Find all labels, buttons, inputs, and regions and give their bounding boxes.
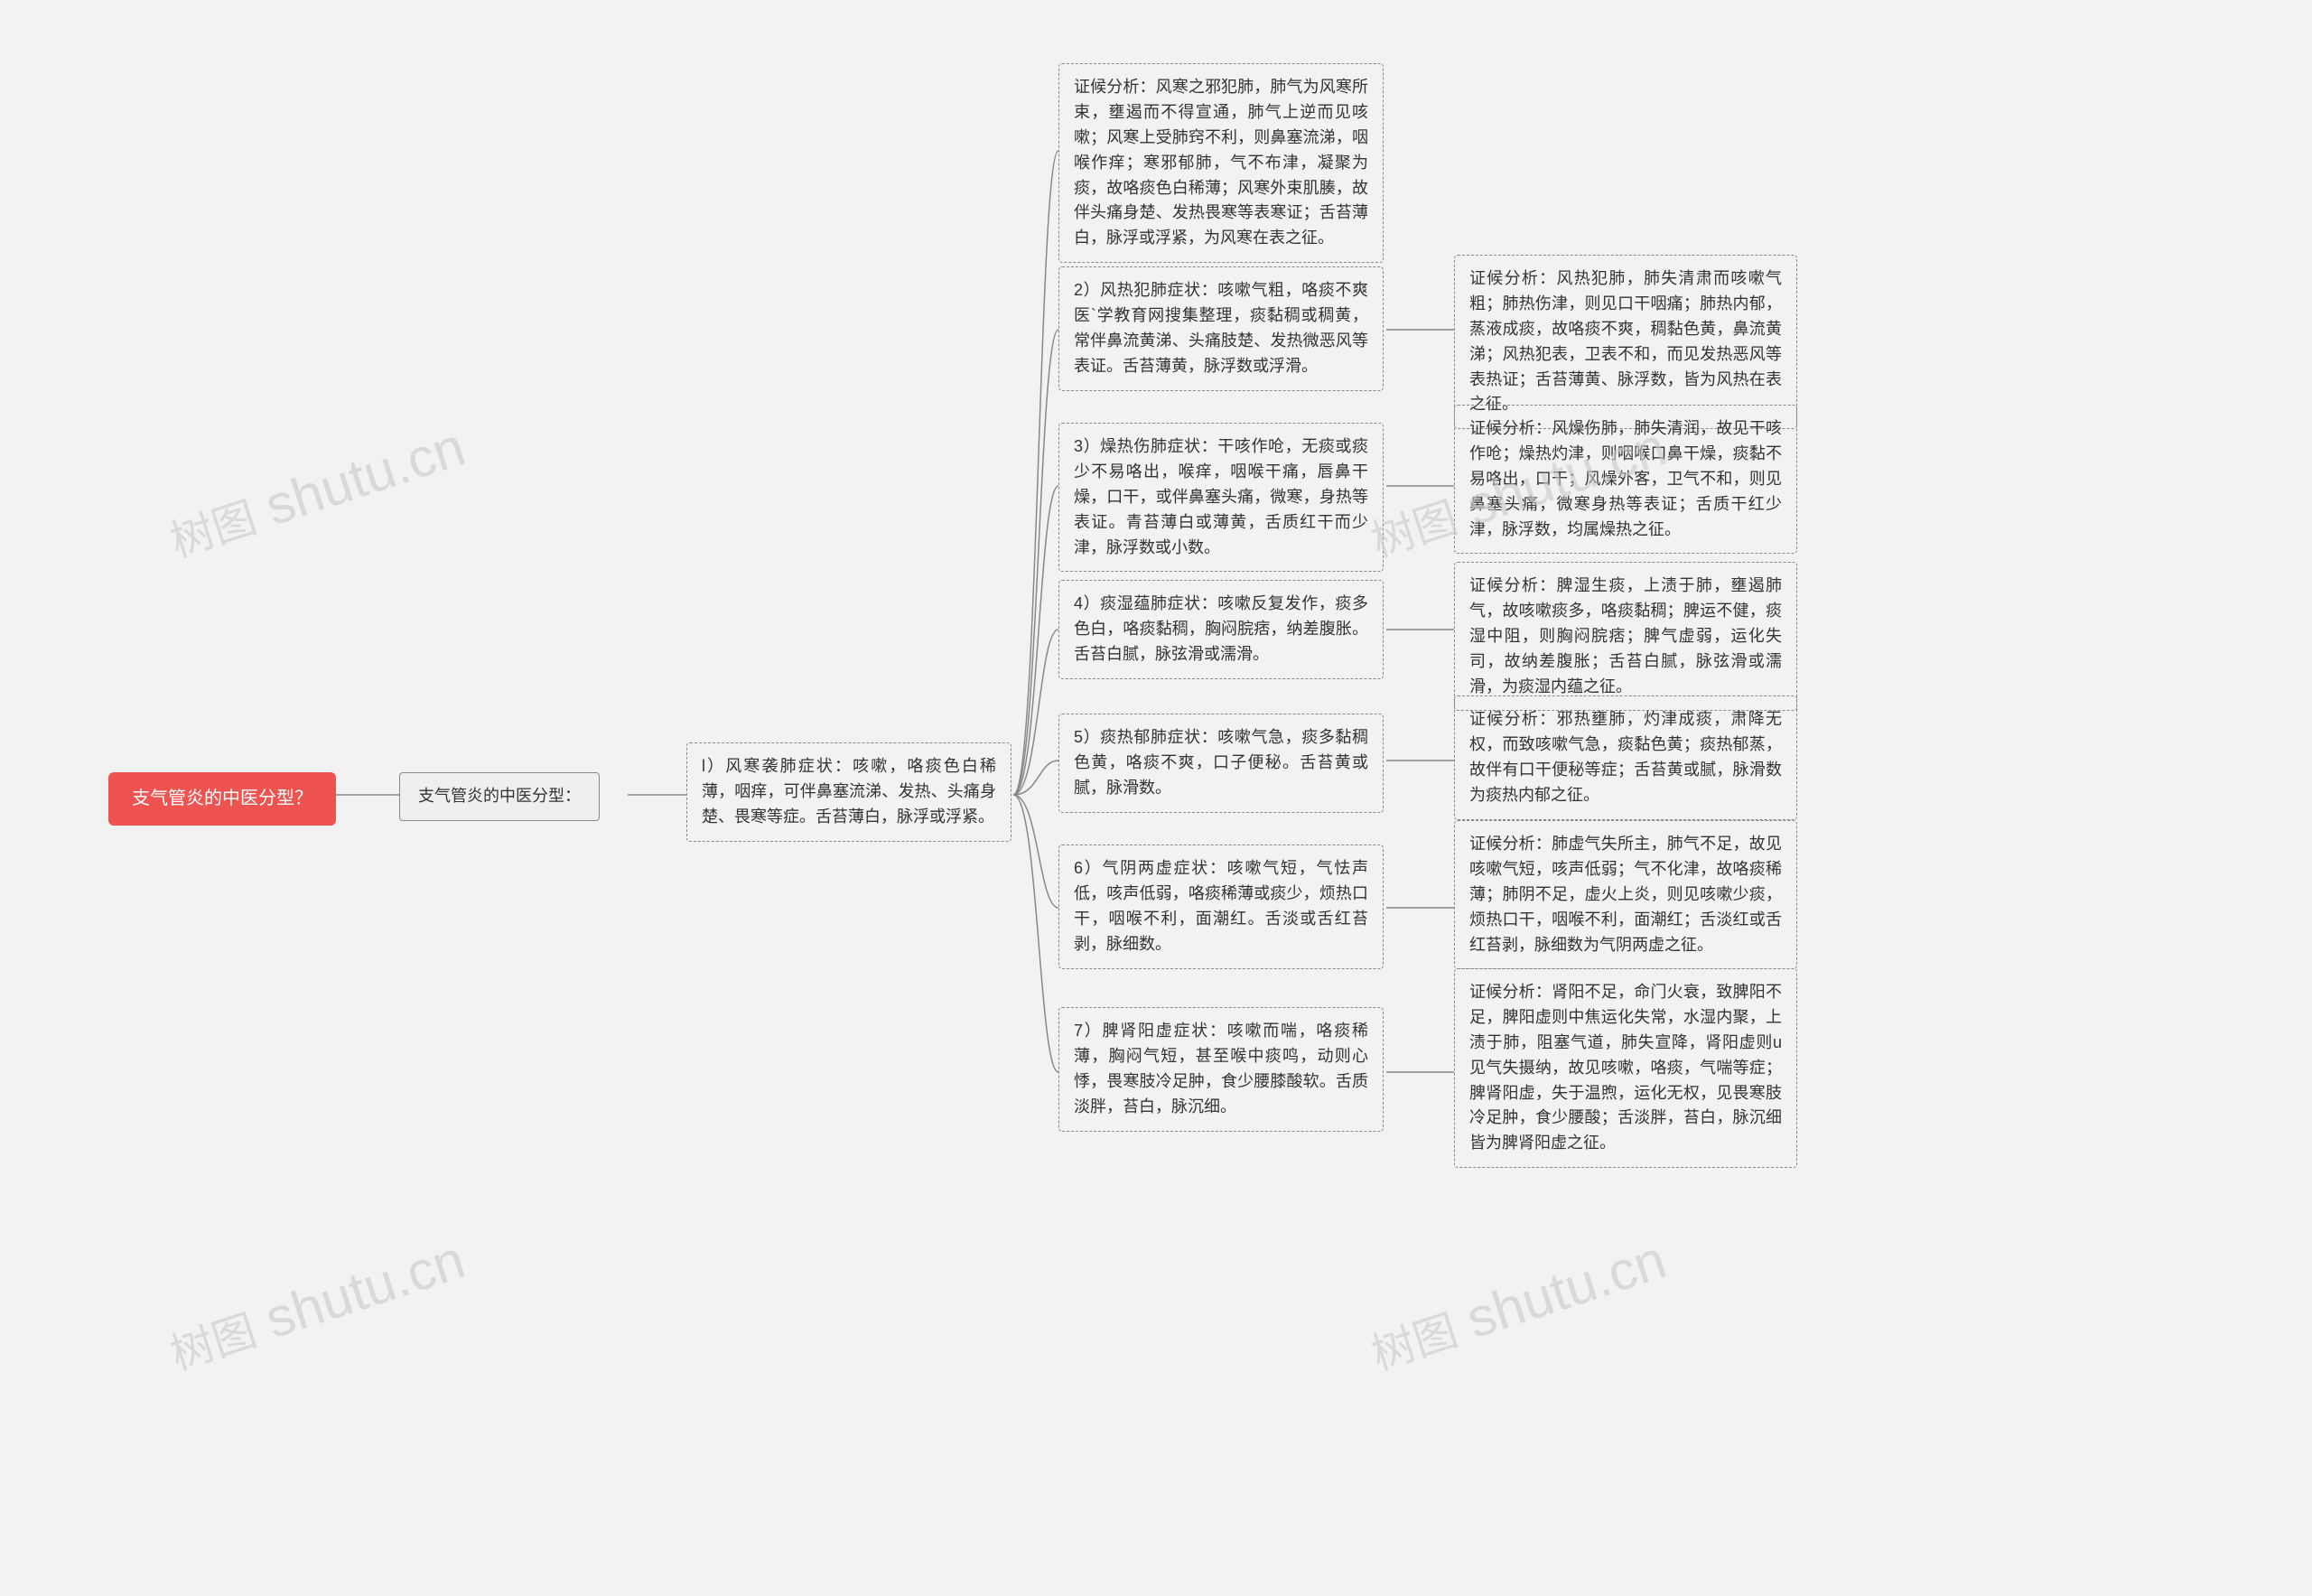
item-4-right[interactable]: 证候分析：邪热壅肺，灼津成痰，肃降无权，而致咳嗽气急，痰黏色黄；痰热郁蒸，故伴有… xyxy=(1454,695,1797,820)
item-3-right[interactable]: 证候分析：脾湿生痰，上渍于肺，壅遏肺气，故咳嗽痰多，咯痰黏稠；脾运不健，痰湿中阻… xyxy=(1454,562,1797,711)
item-3-right-text: 证候分析：脾湿生痰，上渍于肺，壅遏肺气，故咳嗽痰多，咯痰黏稠；脾运不健，痰湿中阻… xyxy=(1469,576,1782,695)
item-5-right[interactable]: 证候分析：肺虚气失所主，肺气不足，故见咳嗽气短，咳声低弱；气不化津，故咯痰稀薄；… xyxy=(1454,820,1797,969)
watermark-en: shutu.cn xyxy=(258,1228,471,1349)
item-3-left-text: 4）痰湿蕴肺症状：咳嗽反复发作，痰多色白，咯痰黏稠，胸闷脘痞，纳差腹胀。舌苔白腻… xyxy=(1074,594,1368,663)
level1-label: 支气管炎的中医分型： xyxy=(418,787,581,805)
item-5-left[interactable]: 6）气阴两虚症状：咳嗽气短，气怯声低，咳声低弱，咯痰稀薄或痰少，烦热口干，咽喉不… xyxy=(1058,845,1384,969)
watermark-2: 树图 shutu.cn xyxy=(161,1227,471,1382)
watermark-cn: 树图 xyxy=(1366,1307,1464,1379)
watermark-cn: 树图 xyxy=(165,494,263,566)
item-6-right[interactable]: 证候分析：肾阳不足，命门火衰，致脾阳不足，脾阳虚则中焦运化失常，水湿内聚，上渍于… xyxy=(1454,968,1797,1168)
item-0-left-text: 证候分析：风寒之邪犯肺，肺气为风寒所束，壅遏而不得宣通，肺气上逆而见咳嗽；风寒上… xyxy=(1074,78,1368,247)
item-1-right[interactable]: 证候分析：风热犯肺，肺失清肃而咳嗽气粗；肺热伤津，则见口干咽痛；肺热内郁，蒸液成… xyxy=(1454,255,1797,429)
item-4-left[interactable]: 5）痰热郁肺症状：咳嗽气急，痰多黏稠色黄，咯痰不爽，口子便秘。舌苔黄或腻，脉滑数… xyxy=(1058,714,1384,813)
level1-node[interactable]: 支气管炎的中医分型： xyxy=(399,772,600,821)
item-2-left-text: 3）燥热伤肺症状：干咳作呛，无痰或痰少不易咯出，喉痒，咽喉干痛，唇鼻干燥，口干，… xyxy=(1074,437,1368,556)
item-1-left[interactable]: 2）风热犯肺症状：咳嗽气粗，咯痰不爽医`学教育网搜集整理，痰黏稠或稠黄，常伴鼻流… xyxy=(1058,266,1384,391)
item-1-right-text: 证候分析：风热犯肺，肺失清肃而咳嗽气粗；肺热伤津，则见口干咽痛；肺热内郁，蒸液成… xyxy=(1469,269,1782,413)
intro-text: l）风寒袭肺症状：咳嗽，咯痰色白稀薄，咽痒，可伴鼻塞流涕、发热、头痛身楚、畏寒等… xyxy=(702,757,996,826)
item-5-left-text: 6）气阴两虚症状：咳嗽气短，气怯声低，咳声低弱，咯痰稀薄或痰少，烦热口干，咽喉不… xyxy=(1074,859,1368,953)
item-2-right[interactable]: 证候分析：风燥伤肺，肺失清润，故见干咳作呛；燥热灼津，则咽喉口鼻干燥，痰黏不易咯… xyxy=(1454,405,1797,554)
intro-node[interactable]: l）风寒袭肺症状：咳嗽，咯痰色白稀薄，咽痒，可伴鼻塞流涕、发热、头痛身楚、畏寒等… xyxy=(686,742,1012,842)
item-2-right-text: 证候分析：风燥伤肺，肺失清润，故见干咳作呛；燥热灼津，则咽喉口鼻干燥，痰黏不易咯… xyxy=(1469,419,1782,538)
watermark-en: shutu.cn xyxy=(258,415,471,537)
watermark-en: shutu.cn xyxy=(1459,1228,1673,1349)
item-2-left[interactable]: 3）燥热伤肺症状：干咳作呛，无痰或痰少不易咯出，喉痒，咽喉干痛，唇鼻干燥，口干，… xyxy=(1058,423,1384,572)
item-5-right-text: 证候分析：肺虚气失所主，肺气不足，故见咳嗽气短，咳声低弱；气不化津，故咯痰稀薄；… xyxy=(1469,835,1782,954)
root-label: 支气管炎的中医分型？ xyxy=(132,789,312,808)
watermark-0: 树图 shutu.cn xyxy=(161,415,471,569)
item-3-left[interactable]: 4）痰湿蕴肺症状：咳嗽反复发作，痰多色白，咯痰黏稠，胸闷脘痞，纳差腹胀。舌苔白腻… xyxy=(1058,580,1384,679)
item-6-left-text: 7）脾肾阳虚症状：咳嗽而喘，咯痰稀薄，胸闷气短，甚至喉中痰鸣，动则心悸，畏寒肢冷… xyxy=(1074,1022,1368,1115)
item-1-left-text: 2）风热犯肺症状：咳嗽气粗，咯痰不爽医`学教育网搜集整理，痰黏稠或稠黄，常伴鼻流… xyxy=(1074,281,1368,375)
watermark-cn: 树图 xyxy=(165,1307,263,1379)
item-6-right-text: 证候分析：肾阳不足，命门火衰，致脾阳不足，脾阳虚则中焦运化失常，水湿内聚，上渍于… xyxy=(1469,983,1782,1152)
root-node[interactable]: 支气管炎的中医分型？ xyxy=(108,772,336,826)
mindmap-canvas: 支气管炎的中医分型？ 支气管炎的中医分型： l）风寒袭肺症状：咳嗽，咯痰色白稀薄… xyxy=(0,0,2312,1596)
item-4-left-text: 5）痰热郁肺症状：咳嗽气急，痰多黏稠色黄，咯痰不爽，口子便秘。舌苔黄或腻，脉滑数… xyxy=(1074,728,1368,797)
watermark-3: 树图 shutu.cn xyxy=(1362,1227,1673,1382)
item-4-right-text: 证候分析：邪热壅肺，灼津成痰，肃降无权，而致咳嗽气急，痰黏色黄；痰热郁蒸，故伴有… xyxy=(1469,710,1782,804)
item-6-left[interactable]: 7）脾肾阳虚症状：咳嗽而喘，咯痰稀薄，胸闷气短，甚至喉中痰鸣，动则心悸，畏寒肢冷… xyxy=(1058,1007,1384,1132)
item-0-left[interactable]: 证候分析：风寒之邪犯肺，肺气为风寒所束，壅遏而不得宣通，肺气上逆而见咳嗽；风寒上… xyxy=(1058,63,1384,263)
